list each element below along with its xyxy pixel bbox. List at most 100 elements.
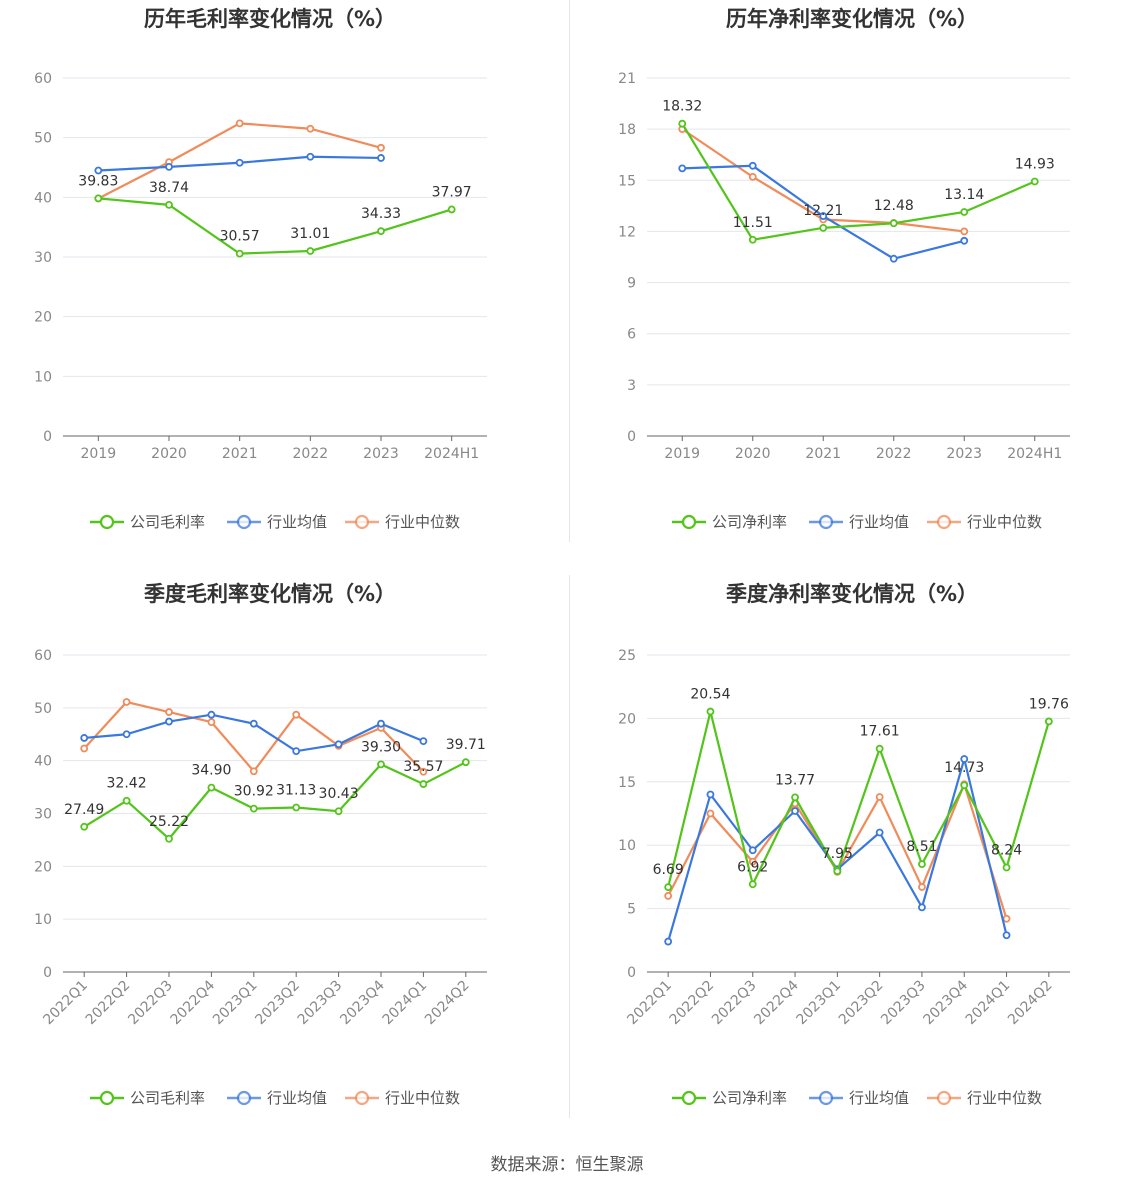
data-point-company	[819, 223, 828, 232]
data-point-avg	[207, 710, 216, 719]
data-label: 34.33	[361, 206, 401, 222]
x-tick-label: 2023Q4	[920, 977, 971, 1028]
legend-label-company: 公司毛利率	[130, 513, 205, 531]
y-tick-label: 40	[34, 190, 52, 206]
y-tick-label: 0	[43, 965, 52, 981]
x-tick-label: 2022Q3	[125, 978, 176, 1029]
data-point-median	[377, 143, 385, 152]
y-tick-label: 20	[34, 310, 52, 326]
data-point-avg	[122, 730, 131, 739]
data-point-company	[706, 707, 715, 716]
x-tick-label: 2024H1	[1007, 446, 1062, 462]
data-point-company	[306, 247, 315, 255]
data-label: 13.14	[944, 187, 984, 203]
legend-label-median: 行业中位数	[385, 513, 460, 531]
y-tick-label: 50	[34, 701, 52, 717]
x-tick-label: 2020	[735, 446, 771, 462]
x-tick-label: 2022	[876, 446, 912, 462]
data-point-avg	[706, 790, 715, 799]
data-point-company	[833, 867, 842, 876]
data-point-company	[664, 883, 673, 892]
data-point-company	[165, 200, 173, 209]
data-point-avg	[748, 846, 757, 855]
legend-label-avg: 行业均值	[849, 1089, 909, 1107]
data-label: 12.48	[874, 198, 914, 214]
legend-marker-company	[99, 514, 115, 530]
data-point-avg	[235, 158, 244, 167]
data-point-avg	[1002, 931, 1011, 940]
x-tick-label: 2024Q1	[380, 978, 431, 1029]
data-point-avg	[918, 903, 926, 912]
x-tick-label: 2020	[151, 446, 187, 462]
y-tick-label: 40	[34, 754, 52, 770]
data-point-median	[249, 767, 258, 776]
data-point-company	[165, 834, 173, 843]
y-tick-label: 15	[618, 173, 636, 189]
x-tick-label: 2023Q1	[794, 978, 845, 1029]
annual-gross-margin-chart: 历年毛利率变化情况（%） 0 10 20 30 40 50 60 2019 2020 2021 202…	[34, 7, 487, 531]
data-label: 20.54	[690, 687, 730, 703]
legend-marker-company	[681, 514, 697, 530]
x-tick-label: 2024H1	[424, 446, 479, 462]
data-point-median	[419, 767, 428, 776]
data-point-avg	[306, 152, 315, 161]
data-label: 25.22	[149, 814, 189, 830]
x-tick-label: 2021	[805, 446, 841, 462]
series-line-company	[667, 711, 1050, 888]
legend-marker-median	[936, 1090, 952, 1106]
x-tick-label: 2022Q4	[168, 977, 219, 1028]
data-point-median	[292, 710, 301, 719]
data-source: 数据来源：恒生聚源	[490, 1155, 644, 1175]
chart-title: 季度净利率变化情况（%）	[726, 582, 978, 606]
data-label: 11.51	[733, 215, 773, 231]
data-label: 37.97	[432, 184, 472, 200]
vertical-divider-top	[569, 0, 570, 542]
data-point-company	[235, 249, 244, 258]
quarterly-gross-margin-chart: 季度毛利率变化情况（%）01020304050602022Q12022Q2202…	[34, 582, 487, 1107]
y-tick-label: 60	[34, 71, 52, 87]
y-tick-label: 21	[618, 71, 636, 87]
x-tick-label: 2023Q3	[295, 978, 346, 1029]
data-label: 30.43	[319, 786, 359, 802]
data-point-median	[706, 809, 715, 818]
data-point-avg	[664, 937, 673, 946]
data-label: 39.83	[78, 173, 118, 189]
legend-label-company: 公司净利率	[712, 513, 787, 531]
data-point-company	[1002, 863, 1011, 872]
data-point-avg	[819, 212, 828, 220]
x-tick-label: 2023Q4	[337, 977, 388, 1028]
data-point-company	[207, 783, 216, 792]
x-tick-label: 2022Q1	[624, 978, 675, 1029]
legend-label-median: 行业中位数	[967, 513, 1042, 531]
chart-title: 季度毛利率变化情况（%）	[144, 582, 396, 606]
x-tick-label: 2023Q1	[210, 978, 261, 1029]
data-point-avg	[791, 807, 799, 815]
series-line-company	[98, 197, 452, 255]
data-label: 35.57	[403, 759, 443, 775]
data-point-avg	[889, 254, 898, 263]
legend-marker-avg	[236, 514, 252, 530]
data-point-median	[960, 227, 969, 236]
data-point-company	[461, 758, 470, 767]
y-tick-label: 5	[627, 902, 636, 918]
data-label: 6.69	[653, 862, 684, 878]
y-tick-label: 20	[34, 859, 52, 875]
data-point-avg	[165, 163, 173, 171]
y-tick-label: 12	[618, 224, 636, 240]
data-point-company	[447, 205, 456, 214]
data-label: 8.51	[906, 839, 937, 855]
x-tick-label: 2024Q1	[963, 978, 1014, 1029]
data-point-company	[94, 194, 103, 203]
x-tick-label: 2022	[293, 446, 329, 462]
y-tick-label: 18	[618, 122, 636, 138]
x-tick-label: 2022Q2	[83, 978, 134, 1029]
y-tick-label: 60	[34, 648, 52, 664]
data-point-median	[122, 698, 131, 706]
y-tick-label: 30	[34, 807, 52, 823]
y-tick-label: 3	[627, 378, 636, 394]
data-point-avg	[875, 828, 884, 837]
data-point-avg	[748, 161, 757, 170]
data-point-avg	[960, 236, 969, 245]
data-label: 34.90	[191, 763, 231, 779]
data-point-avg	[80, 734, 89, 742]
